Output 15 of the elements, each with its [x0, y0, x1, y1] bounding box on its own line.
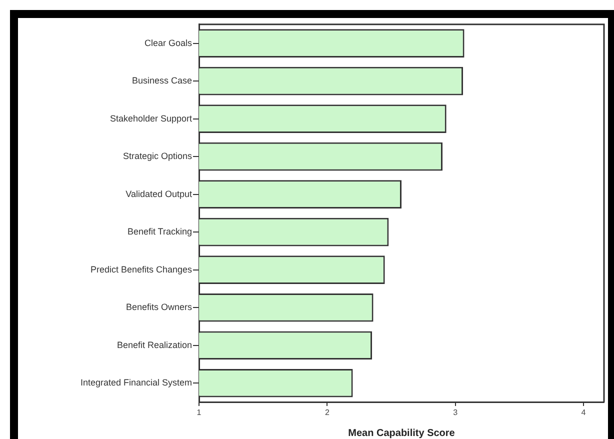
y-tick-label: Clear Goals: [144, 38, 192, 48]
x-tick-label: 1: [196, 408, 202, 418]
x-tick-label: 4: [581, 408, 586, 418]
y-tick-label: Business Case: [132, 76, 192, 86]
x-tick-label: 3: [453, 408, 458, 418]
y-tick-label: Validated Output: [126, 188, 192, 199]
x-axis-title: Mean Capability Score: [348, 428, 456, 439]
y-tick-label: Benefits Owners: [126, 302, 192, 312]
y-tick-label: Benefit Realization: [116, 340, 192, 350]
y-tick-label: Integrated Financial System: [80, 378, 192, 388]
y-tick-label: Benefit Tracking: [127, 226, 192, 237]
x-tick-label: 2: [324, 408, 330, 418]
y-tick-label: Strategic Options: [122, 151, 192, 162]
y-tick-label: Predict Benefits Changes: [90, 264, 192, 274]
y-tick-label: Stakeholder Support: [110, 113, 192, 124]
